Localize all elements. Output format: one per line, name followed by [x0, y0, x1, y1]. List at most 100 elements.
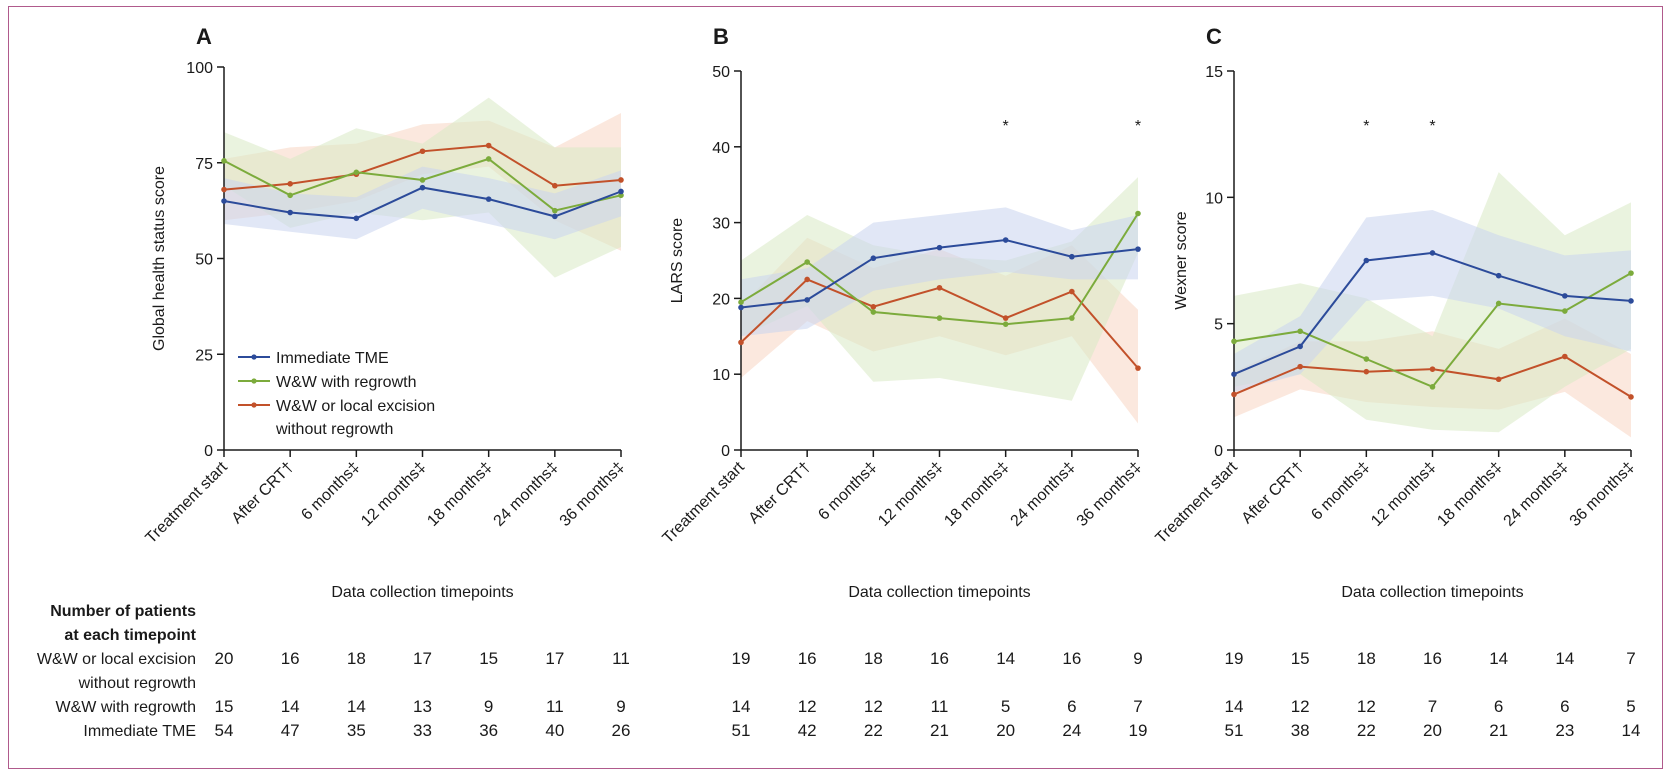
- data-point-ww-no-regrowth: [1297, 363, 1303, 370]
- y-tick-label: 15: [1205, 64, 1223, 81]
- data-point-immediate-tme: [1562, 293, 1568, 299]
- count-cell: 21: [930, 721, 949, 740]
- y-tick-label: 50: [712, 64, 730, 81]
- count-cell: 24: [1062, 721, 1081, 740]
- data-point-ww-no-regrowth: [1628, 394, 1634, 400]
- y-tick-label: 20: [712, 291, 730, 308]
- row-label-ww-regrowth: W&W with regrowth: [56, 699, 196, 716]
- x-tick-label: 6 months‡: [1308, 459, 1373, 524]
- count-cell: 18: [864, 649, 883, 668]
- data-point-ww-no-regrowth: [552, 182, 558, 189]
- count-cell: 18: [347, 649, 366, 668]
- significance-marker: *: [1003, 118, 1009, 135]
- x-axis-title: Data collection timepoints: [331, 584, 513, 601]
- data-point-ww-regrowth: [1297, 328, 1303, 335]
- y-tick-label: 50: [195, 252, 213, 269]
- count-cell: 19: [1225, 649, 1244, 668]
- data-point-ww-regrowth: [1069, 315, 1075, 321]
- significance-marker: *: [1429, 118, 1435, 135]
- count-cell: 21: [1489, 721, 1508, 740]
- count-cell: 14: [281, 697, 300, 716]
- count-cell: 16: [1062, 649, 1081, 668]
- data-point-ww-no-regrowth: [1231, 391, 1237, 398]
- count-cell: 40: [545, 721, 564, 740]
- y-tick-label: 30: [712, 216, 730, 233]
- data-point-ww-no-regrowth: [1002, 315, 1009, 321]
- count-cell: 51: [732, 721, 751, 740]
- data-point-ww-regrowth: [1628, 270, 1634, 276]
- panel-letter: A: [196, 24, 212, 49]
- count-cell: 14: [732, 697, 751, 716]
- count-cell: 14: [347, 697, 366, 716]
- data-point-ww-regrowth: [1231, 338, 1237, 345]
- count-cell: 12: [1357, 697, 1376, 716]
- count-cell: 26: [612, 721, 631, 740]
- data-point-immediate-tme: [1297, 343, 1303, 350]
- x-tick-label: 36 months‡: [557, 459, 628, 530]
- count-cell: 20: [1423, 721, 1442, 740]
- legend-marker-ww-no-regrowth: [251, 402, 257, 408]
- legend-label-ww-no-regrowth-line1: W&W or local excision: [276, 398, 435, 415]
- x-tick-label: 12 months‡: [358, 459, 429, 530]
- count-cell: 33: [413, 721, 432, 740]
- data-point-ww-no-regrowth: [1562, 353, 1568, 360]
- data-point-immediate-tme: [1002, 237, 1009, 243]
- count-cell: 6: [1067, 697, 1076, 716]
- count-cell: 47: [281, 721, 300, 740]
- count-cell: 6: [1560, 697, 1569, 716]
- count-cell: 19: [1129, 721, 1148, 740]
- count-cell: 12: [798, 697, 817, 716]
- count-cell: 20: [996, 721, 1015, 740]
- data-point-ww-no-regrowth: [870, 303, 877, 310]
- count-cell: 15: [1291, 649, 1310, 668]
- panel-letter: C: [1206, 24, 1222, 49]
- data-point-ww-no-regrowth: [738, 339, 744, 346]
- data-point-immediate-tme: [552, 213, 558, 220]
- count-cell: 16: [798, 649, 817, 668]
- row-label-ww-no-regrowth-line1: W&W or local excision: [37, 651, 196, 668]
- count-cell: 12: [864, 697, 883, 716]
- x-tick-label: Treatment start: [660, 458, 749, 547]
- y-tick-label: 0: [204, 443, 213, 460]
- data-point-ww-regrowth: [870, 309, 877, 315]
- data-point-ww-regrowth: [287, 192, 293, 199]
- data-point-immediate-tme: [804, 297, 810, 303]
- count-cells: 20 16 18 17 15 17 11 15 14 14 13 9 11 9 54 47 35 33 36 40 26…: [215, 649, 1641, 740]
- count-cell: 18: [1357, 649, 1376, 668]
- data-point-ww-no-regrowth: [1135, 365, 1141, 371]
- data-point-ww-no-regrowth: [804, 276, 810, 283]
- count-cell: 11: [931, 697, 949, 716]
- data-point-immediate-tme: [936, 244, 943, 251]
- data-point-ww-no-regrowth: [936, 284, 943, 291]
- count-cell: 19: [732, 649, 751, 668]
- x-tick-label: 24 months‡: [491, 459, 562, 530]
- data-point-immediate-tme: [485, 196, 492, 202]
- data-point-ww-no-regrowth: [1495, 376, 1502, 383]
- y-tick-label: 5: [1214, 317, 1223, 334]
- count-cell: 14: [1489, 649, 1508, 668]
- x-tick-label: 12 months‡: [875, 459, 946, 530]
- y-tick-label: 10: [1205, 190, 1223, 207]
- count-cell: 5: [1626, 697, 1635, 716]
- data-point-ww-no-regrowth: [287, 181, 293, 187]
- count-cell: 9: [484, 697, 493, 716]
- y-tick-label: 25: [195, 347, 213, 364]
- x-tick-label: 36 months‡: [1567, 459, 1638, 530]
- data-point-ww-regrowth: [485, 156, 492, 162]
- data-point-immediate-tme: [221, 198, 227, 204]
- row-label-immediate-tme: Immediate TME: [83, 723, 196, 740]
- data-point-ww-regrowth: [1429, 384, 1436, 390]
- count-cell: 12: [1291, 697, 1310, 716]
- y-tick-label: 10: [712, 367, 730, 384]
- data-point-ww-no-regrowth: [221, 186, 227, 193]
- y-axis-title: Wexner score: [1173, 211, 1190, 310]
- count-cell: 11: [546, 697, 564, 716]
- data-point-immediate-tme: [1429, 250, 1436, 256]
- x-axis-title: Data collection timepoints: [848, 584, 1030, 601]
- data-point-immediate-tme: [1495, 272, 1502, 279]
- count-cell: 51: [1225, 721, 1244, 740]
- count-cell: 36: [479, 721, 498, 740]
- significance-marker: *: [1135, 118, 1141, 135]
